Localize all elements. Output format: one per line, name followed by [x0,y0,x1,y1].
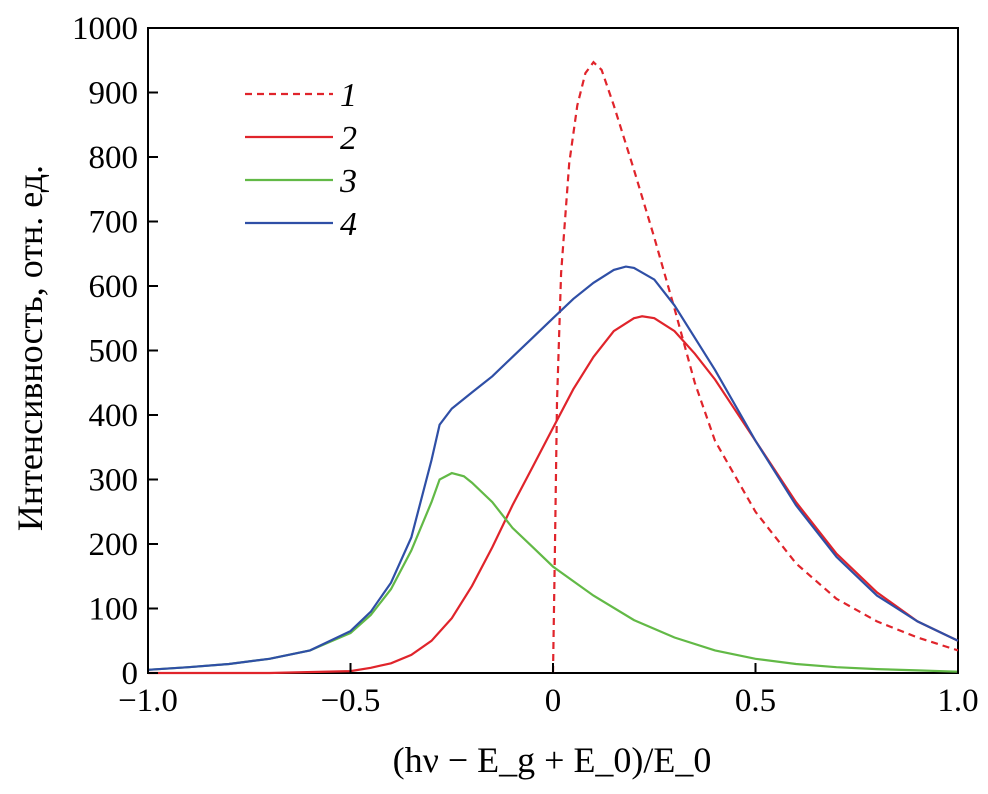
x-tick-label: −1.0 [118,683,178,719]
y-tick-label: 500 [89,334,139,370]
legend-label-4: 4 [340,206,357,243]
x-axis-title: (hν − E_g + E_0)/E_0 [393,740,712,780]
legend-label-3: 3 [339,163,357,200]
series-line-4 [147,265,959,671]
legend-label-1: 1 [340,77,357,114]
x-tick-label: 0.5 [735,683,776,719]
series-line-3 [147,471,959,673]
x-tick-label: −0.5 [321,683,381,719]
x-tick-label: 1.0 [937,683,978,719]
y-axis-title: Интенсивность, отн. ед. [10,165,50,531]
y-tick-label: 300 [89,463,139,499]
plot-frame [147,27,959,674]
legend-label-2: 2 [340,120,357,157]
y-tick-label: 400 [89,398,139,434]
y-tick-label: 600 [89,269,139,305]
series-line-1 [551,60,959,674]
y-tick-label: 800 [89,140,139,176]
y-tick-label: 900 [89,76,139,112]
y-tick-label: 0 [122,656,139,692]
y-tick-label: 1000 [72,11,138,47]
y-tick-label: 700 [89,205,139,241]
y-tick-label: 200 [89,527,139,563]
x-tick-label: 0 [545,683,562,719]
y-tick-label: 100 [89,592,139,628]
